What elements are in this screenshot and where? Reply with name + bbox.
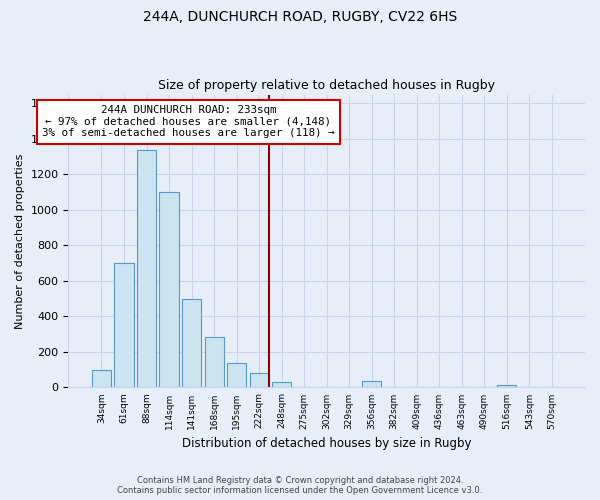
- Bar: [497, 385, 517, 388]
- Y-axis label: Number of detached properties: Number of detached properties: [15, 154, 25, 328]
- Text: Contains HM Land Registry data © Crown copyright and database right 2024.
Contai: Contains HM Land Registry data © Crown c…: [118, 476, 482, 495]
- X-axis label: Distribution of detached houses by size in Rugby: Distribution of detached houses by size …: [182, 437, 472, 450]
- Bar: [137, 150, 156, 388]
- Bar: [272, 382, 291, 388]
- Bar: [160, 192, 179, 388]
- Bar: [115, 263, 134, 388]
- Bar: [250, 373, 269, 388]
- Text: 244A, DUNCHURCH ROAD, RUGBY, CV22 6HS: 244A, DUNCHURCH ROAD, RUGBY, CV22 6HS: [143, 10, 457, 24]
- Bar: [182, 298, 201, 388]
- Bar: [92, 370, 111, 388]
- Bar: [205, 337, 224, 388]
- Bar: [227, 362, 246, 388]
- Text: 244A DUNCHURCH ROAD: 233sqm
← 97% of detached houses are smaller (4,148)
3% of s: 244A DUNCHURCH ROAD: 233sqm ← 97% of det…: [42, 105, 335, 138]
- Title: Size of property relative to detached houses in Rugby: Size of property relative to detached ho…: [158, 79, 495, 92]
- Bar: [362, 381, 382, 388]
